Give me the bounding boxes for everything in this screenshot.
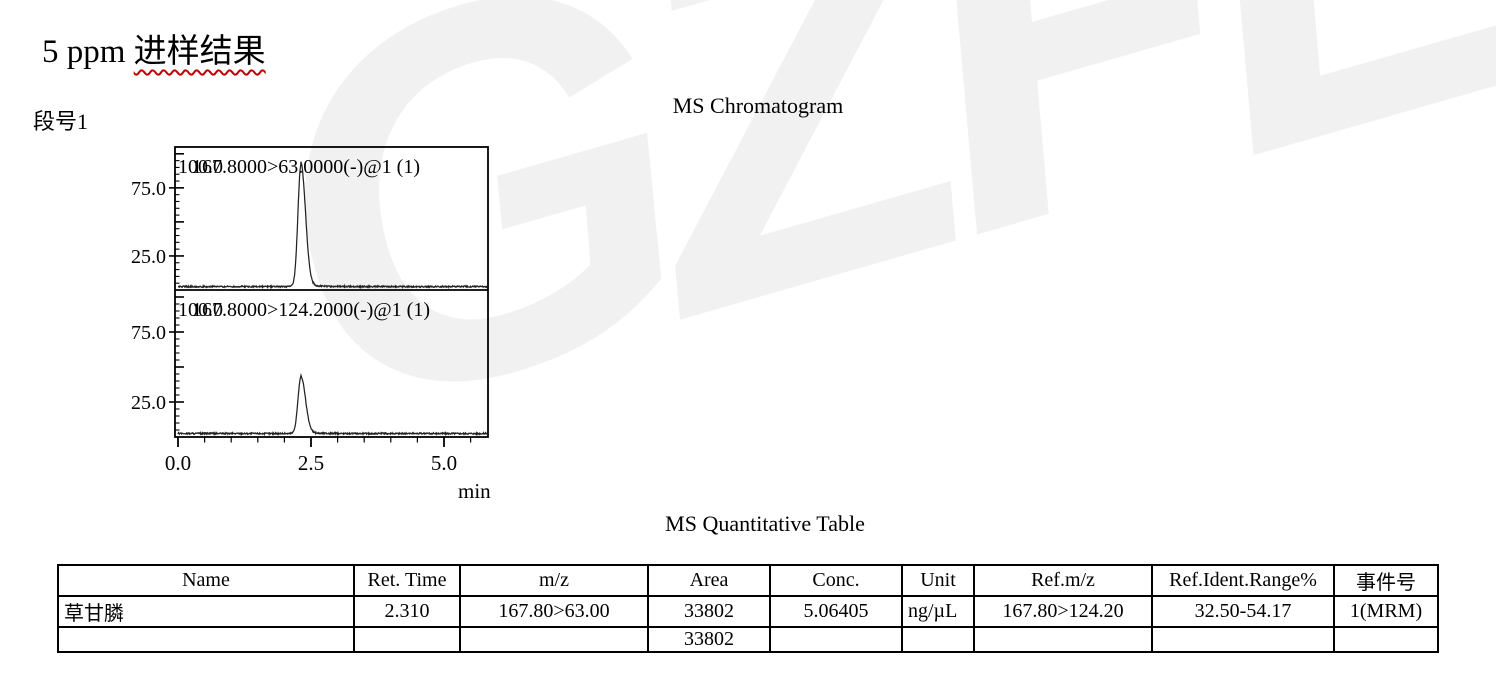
- quant-table-cell: [973, 626, 1153, 653]
- quant-table-cell: 2.310: [353, 595, 461, 628]
- quant-table: Name Ret. Time m/z Area Conc. Unit Ref.m/z Ref.…: [57, 564, 1439, 653]
- y-tick-label: 25.0: [131, 392, 166, 414]
- quant-header-cell: Ref.Ident.Range%: [1151, 564, 1335, 597]
- quant-header-cell: Name: [57, 564, 355, 597]
- quant-table-cell: [459, 626, 649, 653]
- quant-table-cell: 32.50-54.17: [1151, 595, 1335, 628]
- quant-table-cell: 167.80>63.00: [459, 595, 649, 628]
- quant-header-cell: 事件号: [1333, 564, 1439, 597]
- quant-table-cell: [353, 626, 461, 653]
- trace-label: 167.8000>124.2000(-)@1 (1): [192, 299, 430, 321]
- quant-table-cell: 167.80>124.20: [973, 595, 1153, 628]
- quant-table-cell: [1151, 626, 1335, 653]
- chromatogram-figure: 75.0 25.0 100.0 167.8000>63.0000(-)@1 (1) 75…: [120, 140, 520, 512]
- quant-table-cell: 33802: [647, 595, 771, 628]
- page-title-chinese: 进样结果: [133, 34, 266, 70]
- y-tick-label: 75.0: [131, 322, 166, 344]
- x-tick-label: 0.0: [165, 451, 191, 475]
- page-title: 5 ppm 进样结果: [42, 24, 266, 72]
- chromatogram-trace: [177, 373, 488, 437]
- quant-table-header-row: Name Ret. Time m/z Area Conc. Unit Ref.m/z Ref.…: [57, 564, 1439, 597]
- quant-header-cell: Unit: [901, 564, 975, 597]
- quant-table-body: 草甘膦 2.310 167.80>63.00 33802 5.06405 ng/µL 167…: [57, 595, 1439, 653]
- page-title-prefix: 5 ppm: [42, 34, 134, 70]
- quant-header-cell: Ref.m/z: [973, 564, 1153, 597]
- x-axis-unit-label: min: [458, 479, 491, 503]
- quant-table-row: 33802: [57, 626, 1439, 653]
- trace-label: 167.8000>63.0000(-)@1 (1): [192, 156, 420, 178]
- y-tick-label: 25.0: [131, 246, 166, 268]
- quant-table-cell: [57, 626, 355, 653]
- x-tick-label: 2.5: [298, 451, 324, 475]
- chromatogram-title: MS Chromatogram: [672, 93, 844, 118]
- quant-table-cell: [901, 626, 975, 653]
- quant-header-cell: Conc.: [769, 564, 903, 597]
- x-tick-label: 5.0: [431, 451, 457, 475]
- y-top-label: 100.0: [178, 299, 223, 321]
- quant-table-cell: ng/µL: [901, 595, 975, 628]
- plot-frame: [174, 146, 489, 438]
- quant-header-cell: m/z: [459, 564, 649, 597]
- quant-table-cell: [1333, 626, 1439, 653]
- quant-table-title: MS Quantitative Table: [665, 511, 865, 536]
- quant-header-cell: Area: [647, 564, 771, 597]
- quant-table-cell: 1(MRM): [1333, 595, 1439, 628]
- quant-table-row: 草甘膦 2.310 167.80>63.00 33802 5.06405 ng/µL 167…: [57, 595, 1439, 628]
- quant-table-cell: 33802: [647, 626, 771, 653]
- segment-label: 段号1: [33, 109, 89, 134]
- quant-header-cell: Ret. Time: [353, 564, 461, 597]
- chromatogram-trace: [177, 161, 488, 290]
- quant-table-cell: [769, 626, 903, 653]
- quant-table-cell: 草甘膦: [57, 595, 355, 628]
- y-top-label: 100.0: [178, 156, 223, 178]
- y-tick-label: 75.0: [131, 178, 166, 200]
- quant-table-cell: 5.06405: [769, 595, 903, 628]
